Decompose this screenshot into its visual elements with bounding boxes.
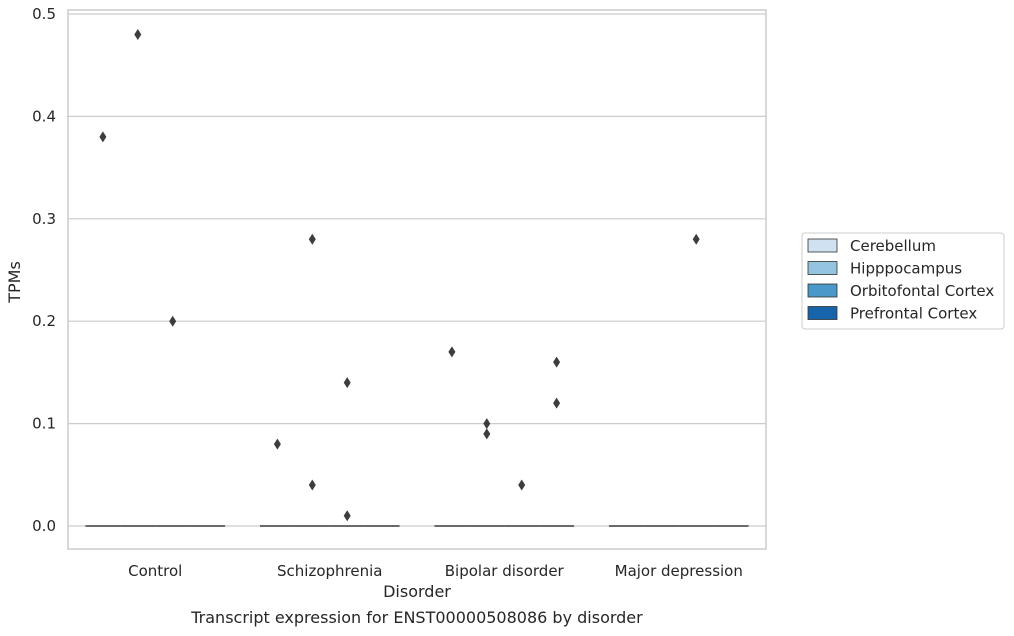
x-tick-label: Major depression bbox=[615, 562, 743, 580]
outlier-point bbox=[273, 438, 281, 450]
outlier-point bbox=[518, 479, 526, 491]
outlier-point bbox=[99, 131, 107, 143]
x-ticks: Control Schizophrenia Bipolar disorder Majo… bbox=[128, 562, 743, 580]
y-tick-label: 0.3 bbox=[32, 210, 56, 228]
outlier-point bbox=[553, 356, 561, 368]
outlier-point bbox=[343, 510, 351, 522]
outlier-point bbox=[308, 479, 316, 491]
legend-swatch bbox=[807, 261, 838, 275]
legend-label: Orbitofontal Cortex bbox=[850, 282, 994, 300]
y-ticks: 0.0 0.1 0.2 0.3 0.4 0.5 bbox=[32, 5, 56, 535]
legend-frame bbox=[801, 232, 1005, 330]
outlier-point bbox=[483, 428, 491, 440]
outlier-point bbox=[134, 28, 142, 40]
y-tick-label: 0.0 bbox=[32, 517, 56, 535]
legend-label: Prefrontal Cortex bbox=[850, 305, 977, 323]
outlier-point bbox=[343, 377, 351, 389]
chart-caption: Transcript expression for ENST0000050808… bbox=[190, 608, 643, 627]
y-tick-label: 0.5 bbox=[32, 5, 56, 23]
y-axis-label: TPMs bbox=[5, 261, 24, 304]
x-tick-label: Bipolar disorder bbox=[445, 562, 565, 580]
y-tick-label: 0.1 bbox=[32, 415, 56, 433]
plot-frame bbox=[67, 9, 767, 550]
grid-lines bbox=[68, 13, 766, 527]
outlier-point bbox=[169, 315, 177, 327]
x-tick-label: Control bbox=[128, 562, 182, 580]
legend-swatch bbox=[807, 283, 838, 298]
outlier-point bbox=[553, 397, 561, 409]
legend-label: Cerebellum bbox=[850, 237, 936, 255]
x-axis-label: Disorder bbox=[383, 582, 451, 601]
outlier-point bbox=[692, 233, 700, 245]
legend-swatch bbox=[807, 306, 838, 320]
outlier-point bbox=[483, 418, 491, 430]
outlier-point bbox=[308, 233, 316, 245]
legend: Cerebellum Hipppocampus Orbitofontal Corte… bbox=[801, 232, 1005, 330]
legend-label: Hipppocampus bbox=[850, 260, 962, 278]
y-tick-label: 0.2 bbox=[32, 312, 56, 330]
x-tick-label: Schizophrenia bbox=[277, 562, 382, 580]
outlier-points bbox=[99, 28, 700, 522]
outlier-point bbox=[448, 346, 456, 358]
y-tick-label: 0.4 bbox=[32, 107, 56, 125]
legend-swatch bbox=[807, 238, 838, 253]
